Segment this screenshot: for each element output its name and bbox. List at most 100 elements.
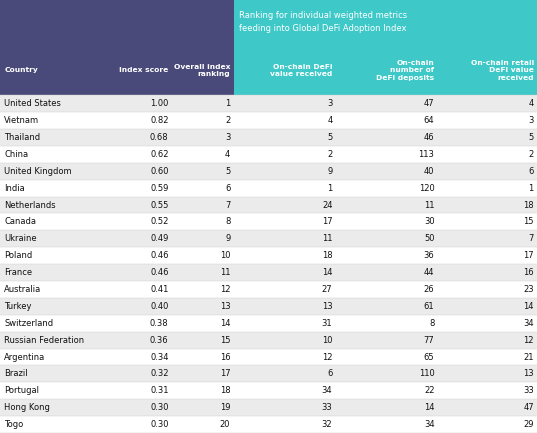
- Bar: [0, 315, 537, 332]
- Text: 1: 1: [528, 184, 534, 193]
- Text: 27: 27: [322, 285, 332, 294]
- Text: Portugal: Portugal: [4, 386, 39, 395]
- Text: 11: 11: [220, 268, 230, 277]
- Text: 1: 1: [225, 99, 230, 108]
- Text: Togo: Togo: [4, 420, 24, 429]
- Text: 0.40: 0.40: [150, 302, 169, 311]
- Bar: [0, 129, 537, 146]
- Text: 12: 12: [220, 285, 230, 294]
- Bar: [0, 197, 537, 213]
- Text: 0.41: 0.41: [150, 285, 169, 294]
- Bar: [0, 180, 537, 197]
- Text: 3: 3: [528, 116, 534, 125]
- Text: 9: 9: [327, 167, 332, 176]
- Text: 0.34: 0.34: [150, 352, 169, 362]
- Text: 0.68: 0.68: [150, 133, 169, 142]
- Bar: [0, 163, 537, 180]
- Text: 31: 31: [322, 319, 332, 328]
- Bar: [234, 0, 537, 45]
- Text: 0.30: 0.30: [150, 403, 169, 412]
- Text: 14: 14: [424, 403, 434, 412]
- Text: 19: 19: [220, 403, 230, 412]
- Text: 0.36: 0.36: [150, 336, 169, 345]
- Text: 0.49: 0.49: [150, 234, 169, 243]
- Text: 64: 64: [424, 116, 434, 125]
- Text: On-chain retail
DeFi value
received: On-chain retail DeFi value received: [470, 60, 534, 81]
- Text: 2: 2: [225, 116, 230, 125]
- Text: 11: 11: [322, 234, 332, 243]
- Text: 24: 24: [322, 200, 332, 210]
- Text: 0.46: 0.46: [150, 251, 169, 260]
- Text: 0.52: 0.52: [150, 217, 169, 226]
- Text: India: India: [4, 184, 25, 193]
- Bar: [0, 95, 537, 112]
- Text: 22: 22: [424, 386, 434, 395]
- Text: Index score: Index score: [119, 68, 169, 73]
- Text: 9: 9: [225, 234, 230, 243]
- Text: 3: 3: [327, 99, 332, 108]
- Text: Thailand: Thailand: [4, 133, 40, 142]
- Text: 2: 2: [327, 150, 332, 159]
- Bar: [0, 382, 537, 399]
- Text: 77: 77: [424, 336, 434, 345]
- Text: Switzerland: Switzerland: [4, 319, 53, 328]
- Bar: [0, 45, 234, 95]
- Text: Ranking for individual weighted metrics
feeding into Global DeFi Adoption Index: Ranking for individual weighted metrics …: [239, 11, 407, 32]
- Bar: [0, 416, 537, 433]
- Text: 0.46: 0.46: [150, 268, 169, 277]
- Text: 12: 12: [523, 336, 534, 345]
- Bar: [0, 332, 537, 349]
- Text: 61: 61: [424, 302, 434, 311]
- Text: 5: 5: [225, 167, 230, 176]
- Text: 7: 7: [528, 234, 534, 243]
- Text: 6: 6: [528, 167, 534, 176]
- Text: 20: 20: [220, 420, 230, 429]
- Text: United Kingdom: United Kingdom: [4, 167, 72, 176]
- Text: On-chain DeFi
value received: On-chain DeFi value received: [270, 64, 332, 77]
- Text: 4: 4: [225, 150, 230, 159]
- Text: 50: 50: [424, 234, 434, 243]
- Bar: [0, 213, 537, 230]
- Bar: [234, 45, 537, 95]
- Text: United States: United States: [4, 99, 61, 108]
- Text: 47: 47: [424, 99, 434, 108]
- Text: 17: 17: [322, 217, 332, 226]
- Text: 0.30: 0.30: [150, 420, 169, 429]
- Text: 11: 11: [424, 200, 434, 210]
- Text: Russian Federation: Russian Federation: [4, 336, 84, 345]
- Text: 30: 30: [424, 217, 434, 226]
- Text: 33: 33: [523, 386, 534, 395]
- Text: 4: 4: [528, 99, 534, 108]
- Text: 0.31: 0.31: [150, 386, 169, 395]
- Text: 34: 34: [523, 319, 534, 328]
- Text: China: China: [4, 150, 28, 159]
- Text: 47: 47: [523, 403, 534, 412]
- Text: 33: 33: [322, 403, 332, 412]
- Text: France: France: [4, 268, 32, 277]
- Text: 0.60: 0.60: [150, 167, 169, 176]
- Text: 0.32: 0.32: [150, 369, 169, 378]
- Bar: [0, 365, 537, 382]
- Text: 15: 15: [523, 217, 534, 226]
- Bar: [0, 0, 234, 45]
- Bar: [0, 112, 537, 129]
- Text: 13: 13: [220, 302, 230, 311]
- Text: 29: 29: [523, 420, 534, 429]
- Bar: [0, 399, 537, 416]
- Text: 0.62: 0.62: [150, 150, 169, 159]
- Text: Netherlands: Netherlands: [4, 200, 56, 210]
- Text: Canada: Canada: [4, 217, 37, 226]
- Text: 18: 18: [322, 251, 332, 260]
- Text: 21: 21: [523, 352, 534, 362]
- Text: 1: 1: [327, 184, 332, 193]
- Text: 5: 5: [327, 133, 332, 142]
- Bar: [0, 230, 537, 247]
- Text: 6: 6: [327, 369, 332, 378]
- Text: 0.38: 0.38: [150, 319, 169, 328]
- Text: 65: 65: [424, 352, 434, 362]
- Text: 17: 17: [523, 251, 534, 260]
- Text: Overall index
ranking: Overall index ranking: [174, 64, 230, 77]
- Text: Hong Kong: Hong Kong: [4, 403, 50, 412]
- Bar: [0, 264, 537, 281]
- Text: 14: 14: [523, 302, 534, 311]
